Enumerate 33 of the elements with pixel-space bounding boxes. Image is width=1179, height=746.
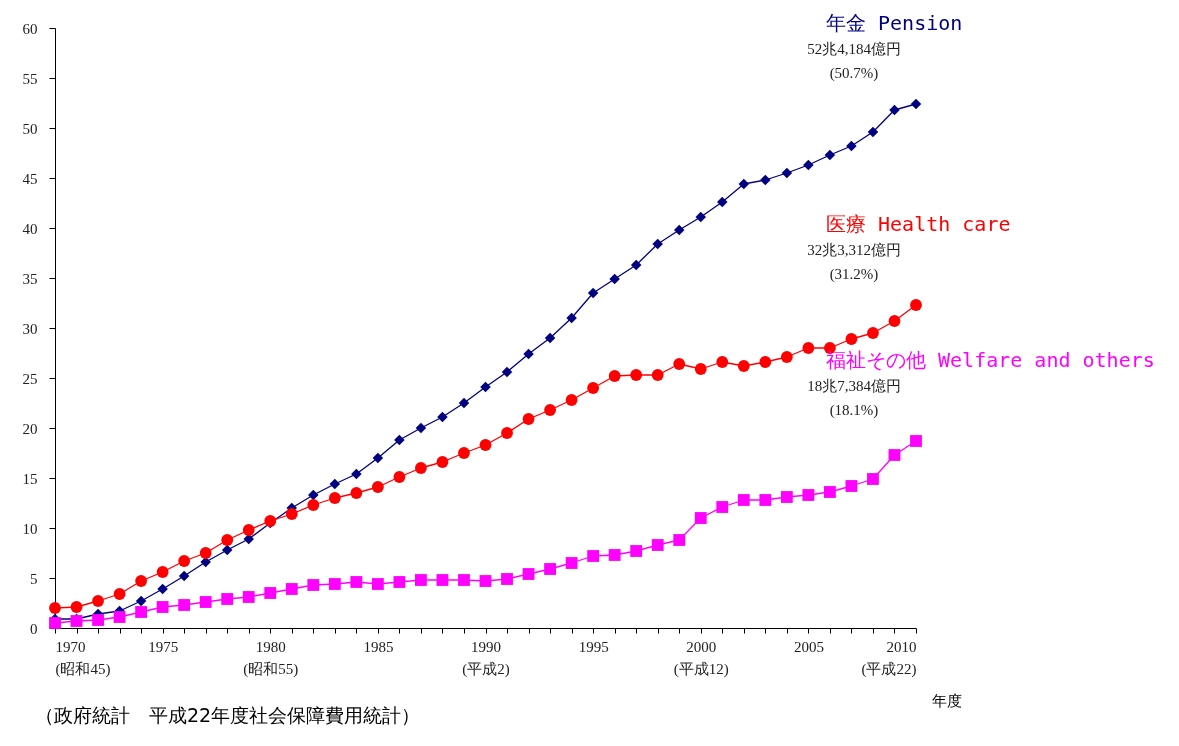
annotation: (18.1%) bbox=[829, 402, 879, 419]
y-tick-label: 5 bbox=[30, 570, 38, 587]
x-tick-label: 2000 (平成12) bbox=[673, 638, 729, 678]
x-tick-label: 2005 bbox=[793, 638, 824, 655]
x-tick-label: 1970 (昭和45) bbox=[55, 638, 111, 678]
y-tick-label: 55 bbox=[22, 70, 38, 87]
x-tick-label: 2010 (平成22) bbox=[861, 638, 917, 678]
y-tick-label: 25 bbox=[22, 370, 38, 387]
text: （政府統計 平成22年度社会保障費用統計） bbox=[35, 704, 421, 726]
y-tick-label: 40 bbox=[22, 220, 38, 237]
y-tick-label: 15 bbox=[22, 470, 38, 487]
x-tick-label: 1990 (平成2) bbox=[462, 638, 510, 678]
annotation: 18兆7,384億円 bbox=[807, 378, 901, 394]
x-tick-label: 1985 bbox=[363, 638, 394, 655]
text: 福祉その他 Welfare and others bbox=[826, 348, 1155, 372]
annotation: (50.7%) bbox=[829, 65, 879, 82]
annotation: 32兆3,312億円 bbox=[807, 242, 901, 258]
y-tick-label: 60 bbox=[22, 20, 38, 37]
y-tick-label: 10 bbox=[22, 520, 38, 537]
text: 医療 Health care bbox=[826, 212, 1011, 236]
x-tick-label: 1975 bbox=[148, 638, 179, 655]
y-tick-label: 50 bbox=[22, 120, 38, 137]
annotation: (31.2%) bbox=[829, 266, 879, 283]
y-tick-label: 35 bbox=[22, 270, 38, 287]
annotation: 52兆4,184億円 bbox=[807, 41, 901, 57]
y-tick-label: 30 bbox=[22, 320, 38, 337]
y-tick-label: 20 bbox=[22, 420, 38, 437]
text: 年金 Pension bbox=[826, 11, 963, 35]
y-tick-label: 45 bbox=[22, 170, 38, 187]
x-tick-label: 1995 bbox=[578, 638, 609, 655]
y-tick-label: 0 bbox=[30, 620, 38, 637]
x-axis-title: 年度 bbox=[931, 692, 962, 709]
x-tick-label: 1980 (昭和55) bbox=[243, 638, 299, 678]
